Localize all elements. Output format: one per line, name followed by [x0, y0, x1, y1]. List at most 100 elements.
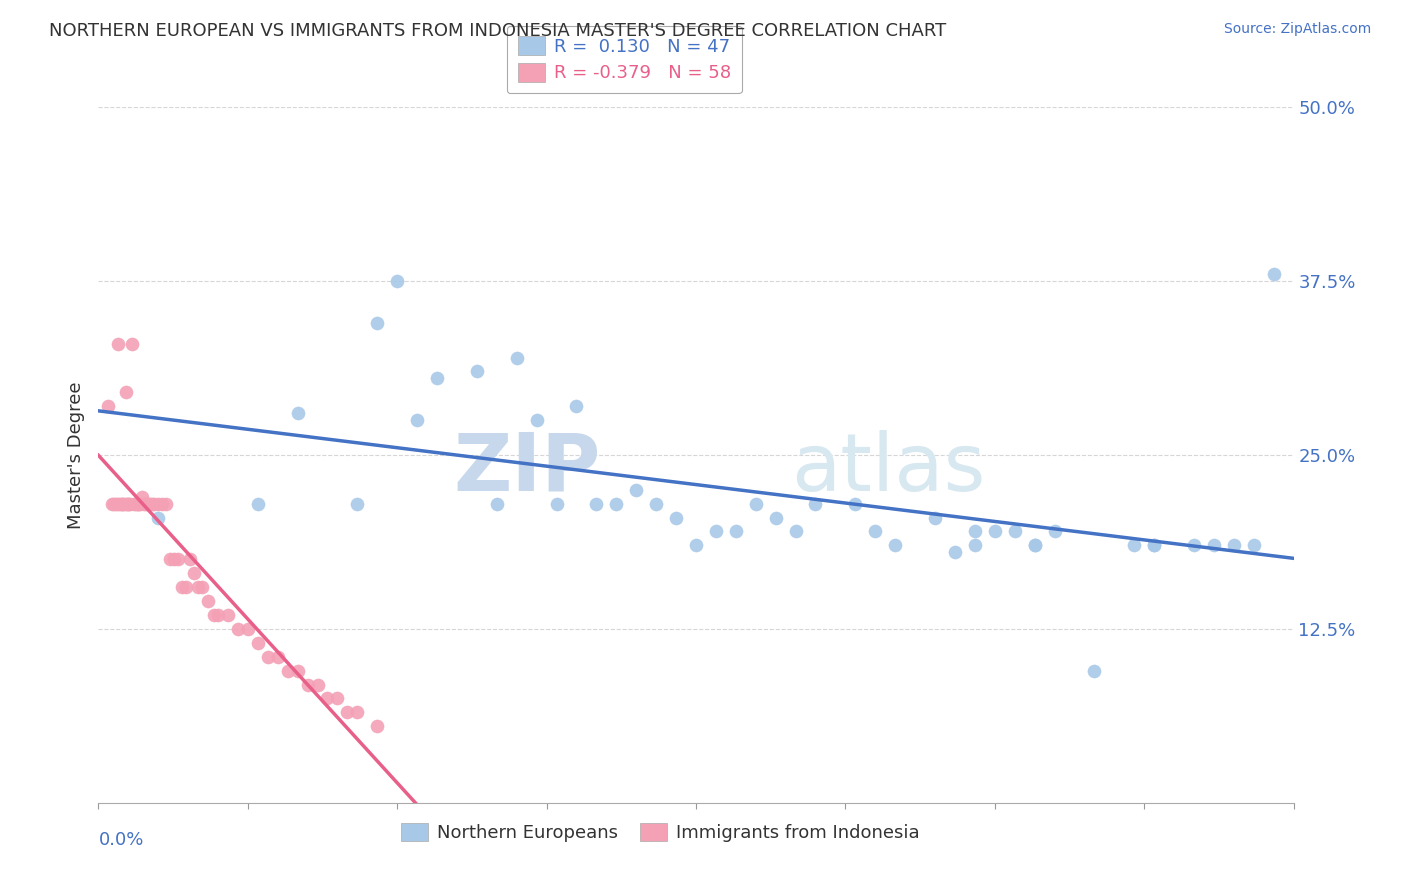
Point	[117, 497, 139, 511]
Point	[1123, 538, 1146, 552]
Point	[385, 274, 409, 288]
Point	[207, 607, 229, 622]
Point	[366, 719, 388, 733]
Point	[277, 664, 299, 678]
Point	[645, 497, 668, 511]
Point	[197, 594, 219, 608]
Point	[287, 664, 309, 678]
Point	[1202, 538, 1225, 552]
Point	[105, 497, 128, 511]
Point	[1263, 267, 1285, 281]
Point	[155, 497, 177, 511]
Point	[546, 497, 568, 511]
Point	[1243, 538, 1265, 552]
Point	[134, 497, 156, 511]
Point	[1024, 538, 1046, 552]
Point	[148, 510, 170, 524]
Point	[1004, 524, 1026, 539]
Point	[127, 497, 149, 511]
Point	[183, 566, 205, 581]
Point	[131, 490, 153, 504]
Point	[506, 351, 529, 365]
Point	[124, 497, 146, 511]
Point	[1143, 538, 1166, 552]
Point	[884, 538, 907, 552]
Point	[297, 677, 319, 691]
Point	[111, 497, 134, 511]
Point	[107, 336, 129, 351]
Point	[125, 497, 148, 511]
Point	[1024, 538, 1046, 552]
Point	[217, 607, 239, 622]
Point	[135, 497, 157, 511]
Point	[1182, 538, 1205, 552]
Point	[112, 497, 135, 511]
Point	[426, 371, 449, 385]
Point	[121, 336, 143, 351]
Point	[150, 497, 173, 511]
Point	[785, 524, 807, 539]
Point	[745, 497, 768, 511]
Point	[406, 413, 429, 427]
Point	[316, 691, 339, 706]
Point	[191, 580, 214, 594]
Point	[148, 497, 170, 511]
Point	[179, 552, 201, 566]
Point	[704, 524, 727, 539]
Point	[107, 497, 129, 511]
Point	[256, 649, 278, 664]
Point	[924, 510, 946, 524]
Point	[346, 706, 368, 720]
Point	[1083, 664, 1105, 678]
Point	[724, 524, 747, 539]
Text: atlas: atlas	[792, 430, 986, 508]
Point	[202, 607, 225, 622]
Point	[246, 636, 269, 650]
Point	[226, 622, 249, 636]
Point	[139, 497, 162, 511]
Text: 0.0%: 0.0%	[98, 830, 143, 848]
Point	[465, 364, 488, 378]
Point	[963, 538, 986, 552]
Text: Source: ZipAtlas.com: Source: ZipAtlas.com	[1223, 22, 1371, 37]
Point	[984, 524, 1007, 539]
Y-axis label: Master's Degree: Master's Degree	[66, 381, 84, 529]
Point	[141, 497, 163, 511]
Point	[346, 497, 368, 511]
Point	[565, 399, 588, 413]
Point	[943, 545, 966, 559]
Point	[174, 580, 197, 594]
Point	[605, 497, 627, 511]
Point	[963, 524, 986, 539]
Point	[129, 497, 152, 511]
Point	[665, 510, 688, 524]
Point	[115, 385, 138, 400]
Point	[287, 406, 309, 420]
Point	[1043, 524, 1066, 539]
Point	[585, 497, 607, 511]
Point	[526, 413, 548, 427]
Point	[97, 399, 120, 413]
Point	[485, 497, 508, 511]
Text: ZIP: ZIP	[453, 430, 600, 508]
Point	[326, 691, 349, 706]
Point	[103, 497, 125, 511]
Point	[101, 497, 124, 511]
Point	[267, 649, 290, 664]
Point	[136, 497, 159, 511]
Point	[159, 552, 181, 566]
Point	[167, 552, 190, 566]
Point	[804, 497, 827, 511]
Point	[1143, 538, 1166, 552]
Point	[765, 510, 787, 524]
Legend: Northern Europeans, Immigrants from Indonesia: Northern Europeans, Immigrants from Indo…	[394, 815, 927, 849]
Point	[115, 497, 138, 511]
Point	[626, 483, 648, 497]
Point	[110, 497, 132, 511]
Point	[246, 497, 269, 511]
Point	[187, 580, 209, 594]
Point	[111, 497, 134, 511]
Point	[307, 677, 329, 691]
Point	[163, 552, 186, 566]
Point	[143, 497, 166, 511]
